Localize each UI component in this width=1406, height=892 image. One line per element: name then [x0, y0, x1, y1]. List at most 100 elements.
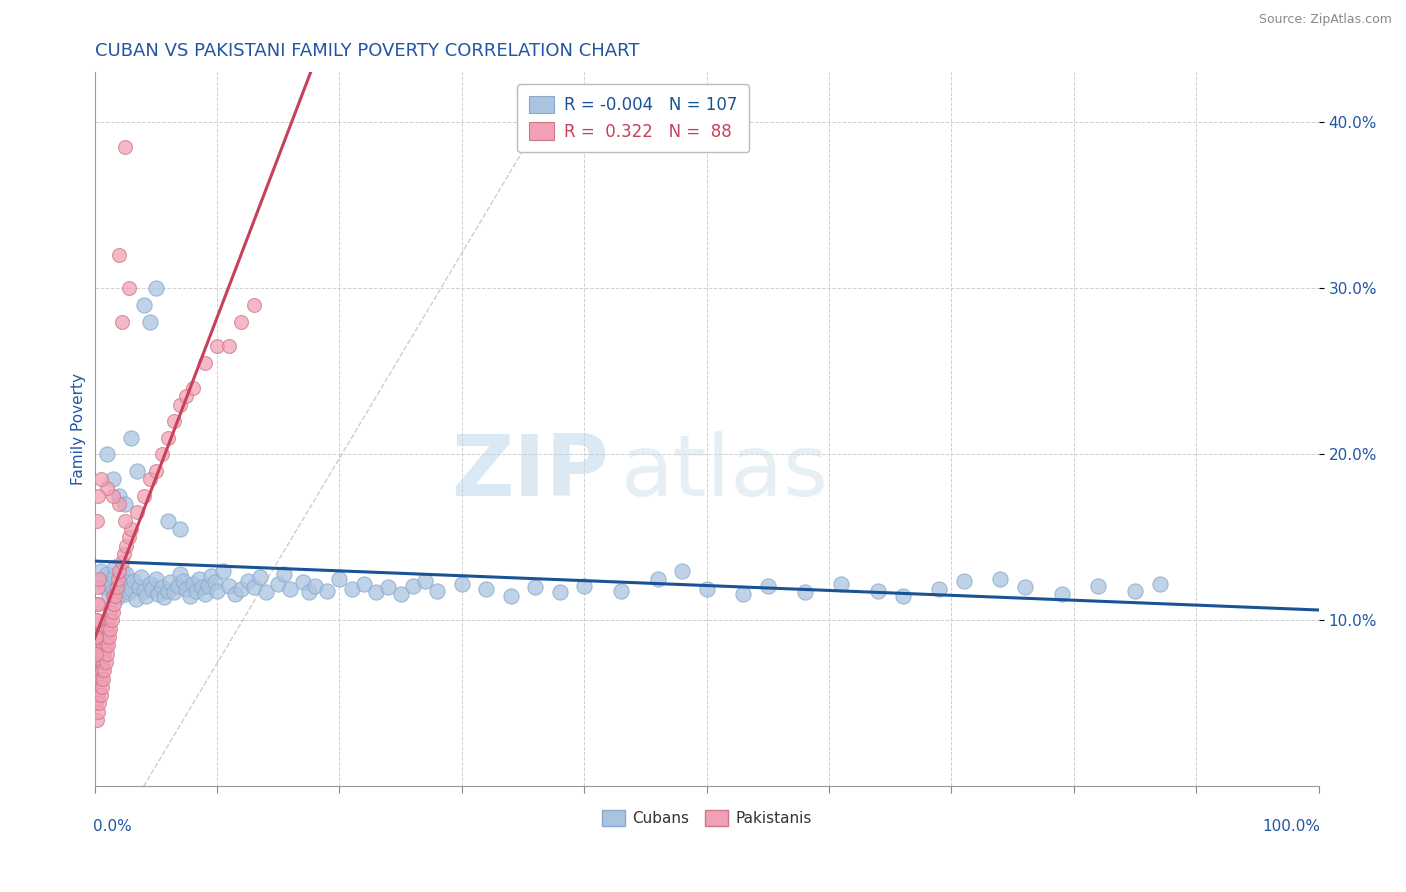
Point — [87, 638, 110, 652]
Point — [96, 481, 118, 495]
Point — [84, 697, 107, 711]
Point — [96, 447, 118, 461]
Point — [242, 580, 264, 594]
Point — [990, 572, 1012, 586]
Point — [138, 314, 160, 328]
Point — [90, 680, 112, 694]
Point — [610, 583, 633, 598]
Point — [179, 589, 201, 603]
Point — [181, 381, 204, 395]
Point — [94, 622, 117, 636]
Point — [108, 497, 131, 511]
Point — [101, 472, 124, 486]
Point — [84, 614, 107, 628]
Text: CUBAN VS PAKISTANI FAMILY POVERTY CORRELATION CHART: CUBAN VS PAKISTANI FAMILY POVERTY CORREL… — [94, 42, 640, 60]
Point — [145, 572, 167, 586]
Point — [110, 564, 132, 578]
Point — [90, 655, 112, 669]
Point — [205, 339, 228, 353]
Point — [194, 356, 217, 370]
Point — [524, 580, 547, 594]
Point — [194, 587, 217, 601]
Point — [84, 647, 107, 661]
Point — [87, 580, 110, 594]
Point — [93, 647, 115, 661]
Point — [242, 298, 264, 312]
Point — [120, 431, 142, 445]
Point — [159, 575, 181, 590]
Point — [891, 589, 914, 603]
Point — [1123, 583, 1146, 598]
Point — [145, 464, 167, 478]
Point — [157, 431, 180, 445]
Point — [86, 614, 108, 628]
Point — [115, 566, 138, 581]
Point — [89, 680, 111, 694]
Point — [112, 578, 135, 592]
Point — [135, 589, 157, 603]
Point — [107, 590, 129, 604]
Point — [118, 585, 141, 599]
Point — [1149, 577, 1171, 591]
Y-axis label: Family Poverty: Family Poverty — [72, 374, 86, 485]
Point — [104, 589, 127, 603]
Point — [129, 570, 152, 584]
Text: ZIP: ZIP — [451, 431, 609, 514]
Point — [93, 580, 115, 594]
Point — [101, 589, 124, 603]
Point — [212, 564, 235, 578]
Point — [87, 489, 110, 503]
Point — [94, 655, 117, 669]
Point — [98, 630, 121, 644]
Point — [218, 578, 240, 592]
Point — [231, 582, 253, 596]
Point — [90, 638, 112, 652]
Point — [340, 582, 363, 596]
Point — [475, 582, 498, 596]
Point — [176, 582, 198, 596]
Point — [101, 583, 124, 598]
Point — [127, 506, 149, 520]
Point — [96, 647, 118, 661]
Point — [104, 560, 127, 574]
Point — [118, 281, 141, 295]
Point — [153, 590, 176, 604]
Point — [90, 663, 112, 677]
Point — [122, 574, 145, 588]
Point — [148, 587, 170, 601]
Text: 100.0%: 100.0% — [1263, 819, 1320, 834]
Point — [150, 447, 173, 461]
Point — [138, 472, 160, 486]
Point — [249, 570, 271, 584]
Point — [169, 566, 191, 581]
Point — [91, 622, 114, 636]
Point — [108, 248, 131, 262]
Point — [413, 574, 436, 588]
Legend: Cubans, Pakistanis: Cubans, Pakistanis — [596, 805, 818, 832]
Point — [353, 577, 375, 591]
Point — [107, 572, 129, 586]
Point — [86, 713, 108, 727]
Point — [87, 705, 110, 719]
Point — [169, 398, 191, 412]
Point — [254, 585, 277, 599]
Point — [87, 597, 110, 611]
Point — [291, 575, 314, 590]
Point — [96, 566, 118, 581]
Point — [86, 655, 108, 669]
Point — [86, 597, 108, 611]
Point — [186, 583, 208, 598]
Text: 0.0%: 0.0% — [93, 819, 132, 834]
Point — [86, 672, 108, 686]
Point — [97, 638, 120, 652]
Point — [87, 688, 110, 702]
Point — [132, 298, 155, 312]
Point — [696, 582, 718, 596]
Point — [86, 688, 108, 702]
Point — [89, 572, 111, 586]
Point — [1014, 580, 1036, 594]
Point — [108, 564, 131, 578]
Point — [96, 614, 118, 628]
Point — [86, 647, 108, 661]
Point — [91, 572, 114, 586]
